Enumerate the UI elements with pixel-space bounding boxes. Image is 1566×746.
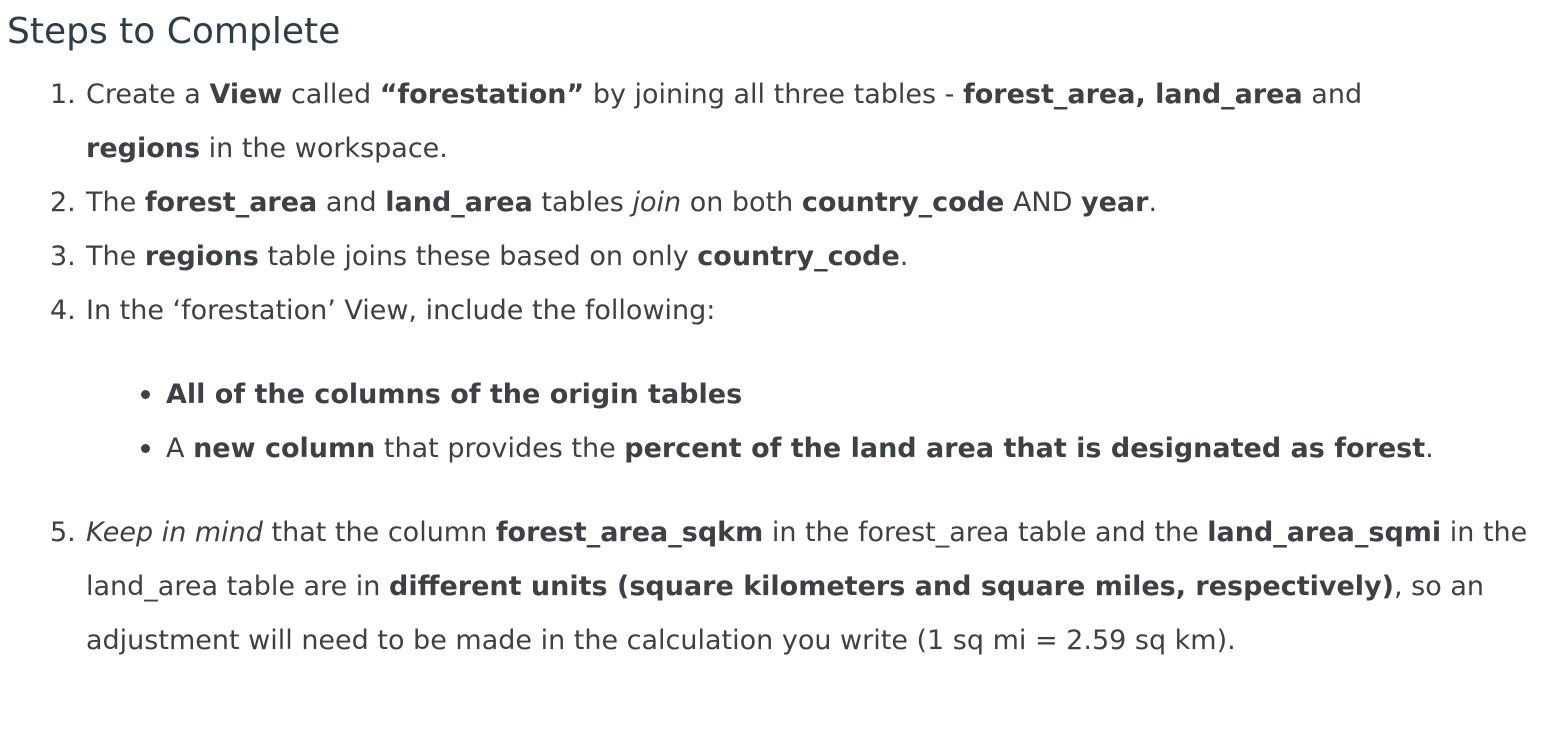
text-run: in the workspace. [200, 133, 448, 164]
bullet-item-2: A new column that provides the percent o… [86, 422, 1546, 476]
text-run: . [1425, 433, 1434, 464]
text-run: . [1148, 187, 1158, 218]
bold-text: forest_area, land_area [963, 79, 1303, 110]
text-run: that provides the [375, 433, 625, 464]
step-item-5: 5. Keep in mind that the column forest_a… [0, 506, 1566, 668]
text-run: in the land_area table are in [86, 517, 1528, 602]
bold-text: land_area [385, 187, 533, 218]
step-item-3: 3. The regions table joins these based o… [0, 230, 1566, 284]
step-item-1: 1. Create a View called “forestation” by… [0, 68, 1566, 176]
step-text: The forest_area and land_area tables joi… [86, 176, 1546, 230]
bullet-item-1: All of the columns of the origin tables [86, 368, 1546, 422]
step-item-4: 4. In the ‘forestation’ View, include th… [0, 284, 1566, 476]
step-number: 1. [50, 79, 76, 110]
text-run: tables [532, 187, 633, 218]
bold-text: forest_area [144, 187, 318, 218]
text-run: and [1302, 79, 1363, 110]
bullet-list: All of the columns of the origin tables … [86, 368, 1546, 476]
steps-list: 1. Create a View called “forestation” by… [0, 68, 1566, 668]
bold-text: View [209, 79, 283, 110]
text-run: AND [1004, 187, 1081, 218]
text-run: A [166, 433, 194, 464]
bullet-dot-icon [141, 444, 150, 453]
bold-text: All of the columns of the origin tables [166, 379, 743, 410]
text-run: called [282, 79, 380, 110]
bold-text: regions [144, 241, 259, 272]
text-run: Create a [86, 79, 210, 110]
text-run: The [86, 241, 145, 272]
step-number: 5. [50, 517, 76, 548]
italic-text: join [632, 187, 682, 218]
step-text: Create a View called “forestation” by jo… [86, 68, 1546, 176]
bold-text: year [1081, 187, 1149, 218]
bold-text: country_code [801, 187, 1005, 218]
step-number: 3. [50, 241, 76, 272]
step-text: In the ‘forestation’ View, include the f… [86, 295, 716, 326]
bold-text: new column [193, 433, 376, 464]
text-run: , so an adjustment will need to be made … [86, 571, 1484, 656]
text-run: on both [681, 187, 802, 218]
step-item-2: 2. The forest_area and land_area tables … [0, 176, 1566, 230]
bold-text: percent of the land area that is designa… [624, 433, 1426, 464]
step-text: The regions table joins these based on o… [86, 230, 1546, 284]
step-number: 4. [50, 295, 76, 326]
bold-text: regions [86, 133, 201, 164]
bold-text: “forestation” [379, 79, 585, 110]
bold-text: forest_area_sqkm [495, 517, 764, 548]
step-text: Keep in mind that the column forest_area… [86, 506, 1546, 668]
text-run: by joining all three tables - [584, 79, 963, 110]
bullet-dot-icon [141, 390, 150, 399]
bold-text: land_area_sqmi [1207, 517, 1442, 548]
bold-text: country_code [697, 241, 900, 272]
text-run: . [899, 241, 909, 272]
step-number: 2. [50, 187, 76, 218]
section-heading: Steps to Complete [7, 11, 341, 52]
text-run: that the column [262, 517, 496, 548]
text-run: and [317, 187, 386, 218]
italic-text: Keep in mind [86, 517, 263, 548]
text-run: The [86, 187, 145, 218]
text-run: table joins these based on only [258, 241, 698, 272]
bold-text: different units (square kilometers and s… [389, 571, 1394, 602]
text-run: in the forest_area table and the [763, 517, 1208, 548]
